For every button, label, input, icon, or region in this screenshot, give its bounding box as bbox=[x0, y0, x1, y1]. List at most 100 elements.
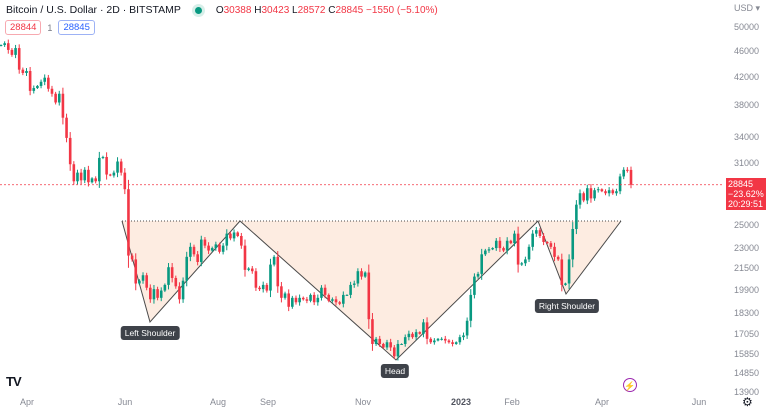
candle-body bbox=[382, 343, 385, 348]
left-shoulder-label: Left Shoulder bbox=[120, 326, 180, 340]
buy-button[interactable]: 28845 bbox=[58, 20, 95, 35]
time-tick: Sep bbox=[259, 397, 277, 407]
candle-body bbox=[589, 188, 593, 199]
candle-body bbox=[159, 290, 163, 298]
candle-body bbox=[440, 338, 443, 340]
current-price-label: 28845 −23.62% 20:29:51 bbox=[726, 178, 766, 210]
candle-body bbox=[28, 70, 32, 91]
candle-body bbox=[571, 228, 575, 260]
candle-body bbox=[371, 319, 374, 344]
candle-body bbox=[378, 338, 382, 344]
candle-body bbox=[192, 246, 196, 255]
candle-body bbox=[403, 337, 407, 344]
candle-body bbox=[360, 271, 363, 277]
lightning-icon[interactable]: ⚡ bbox=[623, 378, 637, 392]
currency-selector[interactable]: USD ▾ bbox=[734, 3, 761, 13]
tradingview-logo[interactable]: TV bbox=[6, 374, 22, 389]
sell-button[interactable]: 28844 bbox=[5, 20, 42, 35]
candle-body bbox=[484, 250, 487, 255]
candle-body bbox=[98, 157, 101, 182]
candle-body bbox=[607, 190, 611, 194]
time-tick: Aug bbox=[209, 397, 227, 407]
candle-body bbox=[210, 248, 214, 251]
candle-body bbox=[334, 299, 338, 303]
candle-body bbox=[280, 286, 283, 298]
price-tick: 17050 bbox=[734, 328, 760, 339]
price-tick: 38000 bbox=[734, 100, 760, 111]
price-scale[interactable]: USD ▾ 50000 46000 42000 38000 34000 31000 2500… bbox=[724, 0, 768, 409]
candle-body bbox=[531, 233, 534, 247]
candle-body bbox=[385, 342, 389, 348]
candle-body bbox=[411, 333, 414, 338]
candle-body bbox=[287, 293, 290, 307]
time-tick: 2023 bbox=[450, 397, 472, 407]
candle-body bbox=[214, 244, 218, 249]
candle-body bbox=[505, 240, 509, 251]
candle-body bbox=[163, 284, 167, 291]
candle-body bbox=[469, 294, 473, 321]
head-label: Head bbox=[380, 364, 410, 378]
candle-body bbox=[320, 287, 323, 298]
candle-body bbox=[178, 286, 181, 300]
candle-body bbox=[604, 191, 607, 194]
price-tick: 25000 bbox=[734, 219, 760, 230]
candle-body bbox=[218, 244, 221, 252]
candle-body bbox=[276, 256, 280, 287]
candle-body bbox=[298, 297, 301, 303]
candle-body bbox=[509, 240, 513, 244]
candle-body bbox=[458, 337, 462, 343]
candle-body bbox=[57, 93, 61, 103]
candle-body bbox=[586, 188, 589, 201]
right-shoulder-label: Right Shoulder bbox=[534, 299, 600, 313]
candle-body bbox=[352, 283, 356, 285]
price-tick: 19900 bbox=[734, 284, 760, 295]
candle-body bbox=[127, 189, 130, 256]
candle-body bbox=[130, 255, 134, 260]
candle-body bbox=[549, 243, 553, 247]
candle-body bbox=[513, 233, 516, 244]
candle-body bbox=[54, 93, 57, 103]
candle-body bbox=[0, 45, 3, 47]
time-tick: Nov bbox=[354, 397, 372, 407]
candle-body bbox=[50, 88, 54, 94]
price-tick: 21500 bbox=[734, 262, 760, 273]
candle-body bbox=[90, 178, 94, 183]
candle-body bbox=[524, 259, 527, 264]
candle-body bbox=[538, 230, 542, 236]
symbol-title: Bitcoin / U.S. Dollar · 2D · BITSTAMP bbox=[6, 4, 181, 16]
price-chart[interactable] bbox=[0, 0, 724, 395]
candle-body bbox=[407, 333, 411, 338]
candle-body bbox=[349, 284, 352, 295]
price-tick: 42000 bbox=[734, 71, 760, 82]
candle-body bbox=[105, 156, 108, 175]
candle-body bbox=[240, 235, 243, 246]
candle-body bbox=[600, 189, 604, 192]
candle-body bbox=[232, 232, 236, 239]
gear-icon[interactable]: ⚙ bbox=[742, 395, 753, 409]
candle-body bbox=[575, 204, 578, 229]
candle-body bbox=[269, 264, 272, 291]
candle-body bbox=[338, 302, 341, 304]
candle-body bbox=[138, 280, 141, 284]
candle-body bbox=[564, 283, 567, 285]
candle-body bbox=[185, 256, 189, 281]
candle-body bbox=[454, 342, 458, 344]
candle-body bbox=[156, 289, 159, 298]
candle-body bbox=[433, 340, 436, 343]
candle-body bbox=[17, 48, 21, 70]
candle-body bbox=[152, 289, 156, 300]
candle-body bbox=[629, 169, 633, 185]
symbol-legend: Bitcoin / U.S. Dollar · 2D · BITSTAMP O3… bbox=[6, 4, 438, 16]
candle-body bbox=[10, 49, 14, 55]
candle-body bbox=[294, 297, 298, 303]
candle-body bbox=[516, 233, 520, 265]
candle-body bbox=[6, 43, 10, 50]
candle-body bbox=[119, 161, 123, 173]
candle-body bbox=[494, 240, 498, 249]
candle-body bbox=[112, 172, 116, 176]
candle-body bbox=[473, 276, 476, 295]
candle-body bbox=[396, 343, 400, 357]
candle-body bbox=[225, 233, 229, 246]
candle-body bbox=[520, 263, 524, 265]
candle-body bbox=[487, 249, 491, 251]
